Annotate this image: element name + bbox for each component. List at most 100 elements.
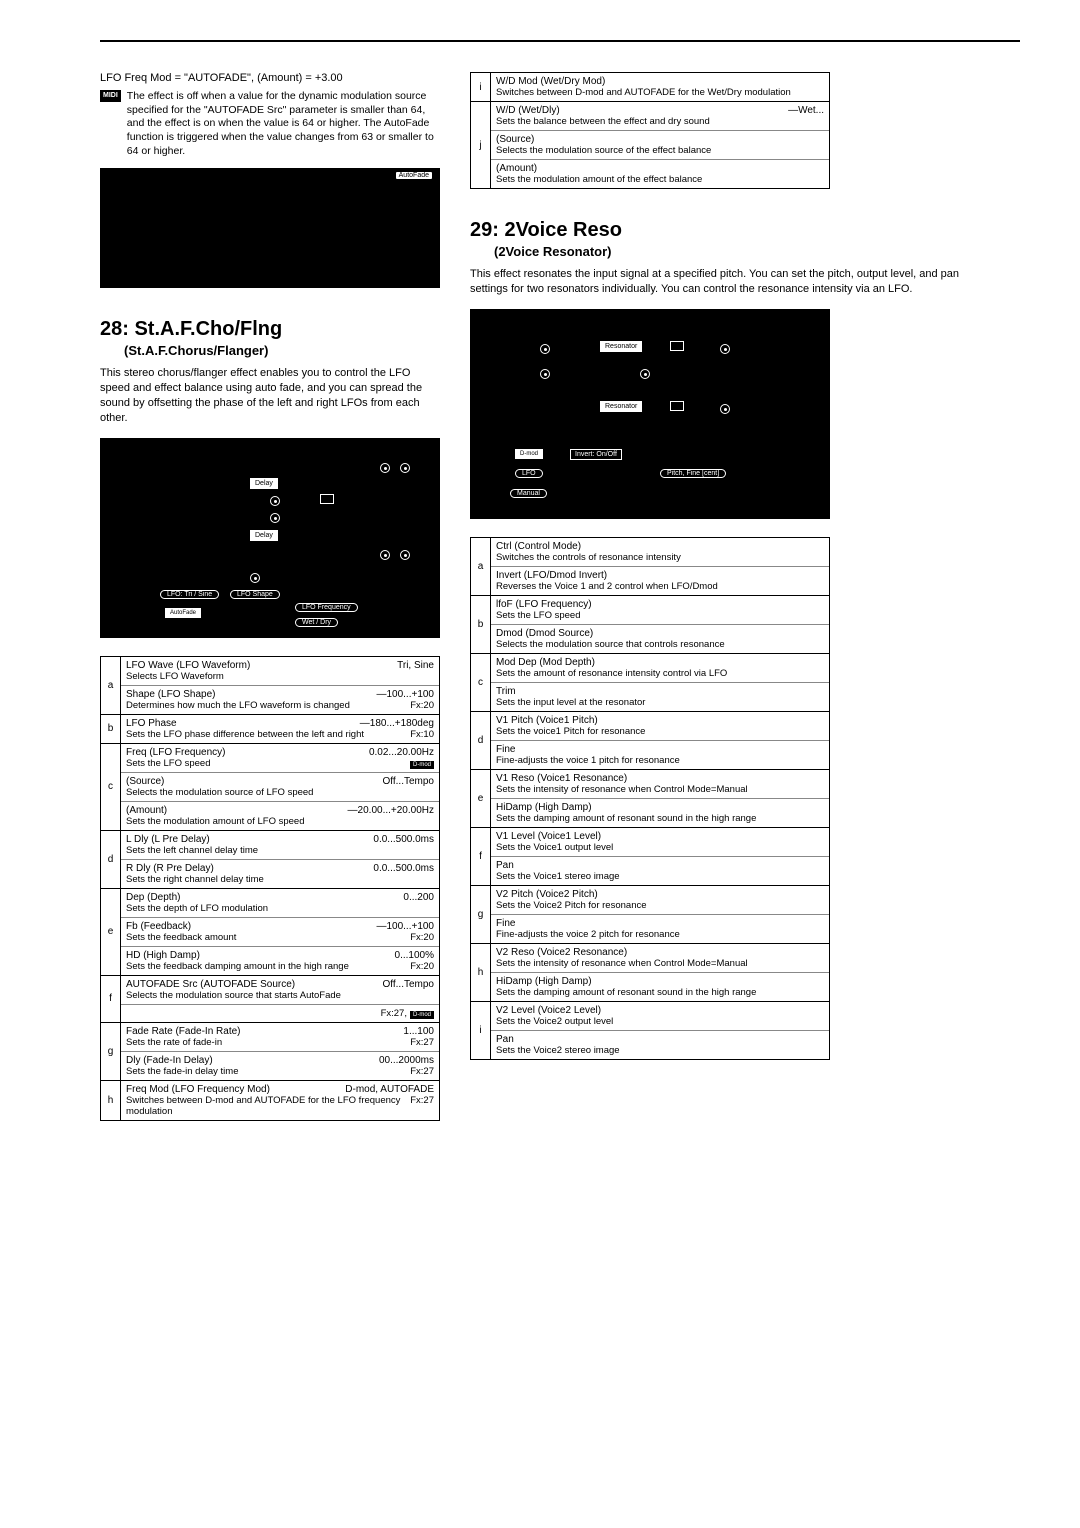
row-letter: a: [471, 537, 491, 595]
param-cell: LFO Phase—180...+180degSets the LFO phas…: [121, 715, 439, 743]
knob-icon: [720, 404, 730, 414]
param-group: V2 Level (Voice2 Level)Sets the Voice2 o…: [491, 1001, 830, 1059]
param-group: Fade Rate (Fade-In Rate)1...100Sets the …: [121, 1022, 440, 1080]
param-cell: V2 Pitch (Voice2 Pitch)Sets the Voice2 P…: [491, 886, 829, 915]
delay-box-2: Delay: [250, 530, 278, 541]
section-29-desc: This effect resonates the input signal a…: [470, 267, 990, 297]
autofade-box: AutoFade: [165, 608, 201, 618]
left-column: LFO Freq Mod = "AUTOFADE", (Amount) = +3…: [100, 72, 440, 1121]
dmod-label: D-mod: [515, 449, 543, 459]
triangle-icon: [320, 494, 334, 504]
lfo-frequency-label: LFO Frequency: [295, 603, 358, 612]
param-cell: Dep (Depth)0...200Sets the depth of LFO …: [121, 889, 439, 918]
param-cell: HiDamp (High Damp)Sets the damping amoun…: [491, 799, 829, 827]
param-group: V1 Reso (Voice1 Resonance)Sets the inten…: [491, 769, 830, 827]
table-29: aCtrl (Control Mode)Switches the control…: [470, 537, 830, 1060]
param-group: Ctrl (Control Mode)Switches the controls…: [491, 537, 830, 595]
param-cell: V1 Reso (Voice1 Resonance)Sets the inten…: [491, 770, 829, 799]
knob-icon: [270, 496, 280, 506]
knob-icon: [640, 369, 650, 379]
lfo-label: LFO: [515, 469, 543, 478]
param-cell: V2 Level (Voice2 Level)Sets the Voice2 o…: [491, 1002, 829, 1031]
param-cell: AUTOFADE Src (AUTOFADE Source)Off...Temp…: [121, 976, 439, 1005]
midi-badge: MIDI: [100, 90, 121, 102]
midi-text: The effect is off when a value for the d…: [127, 90, 440, 158]
right-column: iW/D Mod (Wet/Dry Mod)Switches between D…: [470, 72, 990, 1121]
param-group: V1 Level (Voice1 Level)Sets the Voice1 o…: [491, 827, 830, 885]
wet-dry-label: Wet / Dry: [295, 618, 338, 627]
param-cell: TrimSets the input level at the resonato…: [491, 683, 829, 711]
row-letter: f: [101, 975, 121, 1022]
param-cell: Fb (Feedback)—100...+100Sets the feedbac…: [121, 918, 439, 947]
param-group: Freq Mod (LFO Frequency Mod)D-mod, AUTOF…: [121, 1080, 440, 1120]
param-group: AUTOFADE Src (AUTOFADE Source)Off...Temp…: [121, 975, 440, 1022]
section-29-heading: 29: 2Voice Reso: [470, 219, 990, 242]
autofade-label: AutoFade: [396, 172, 432, 179]
knob-icon: [400, 463, 410, 473]
resonator-box-1: Resonator: [600, 341, 642, 352]
param-group: lfoF (LFO Frequency)Sets the LFO speedDm…: [491, 595, 830, 653]
param-cell: V1 Level (Voice1 Level)Sets the Voice1 o…: [491, 828, 829, 857]
table-top-right: iW/D Mod (Wet/Dry Mod)Switches between D…: [470, 72, 830, 189]
param-cell: Freq Mod (LFO Frequency Mod)D-mod, AUTOF…: [121, 1081, 439, 1120]
param-cell: FineFine-adjusts the voice 1 pitch for r…: [491, 741, 829, 769]
param-cell: HiDamp (High Damp)Sets the damping amoun…: [491, 973, 829, 1001]
row-letter: i: [471, 73, 491, 102]
table-28: aLFO Wave (LFO Waveform)Tri, SineSelects…: [100, 656, 440, 1121]
param-group: Dep (Depth)0...200Sets the depth of LFO …: [121, 888, 440, 975]
knob-icon: [270, 513, 280, 523]
row-letter: g: [101, 1022, 121, 1080]
row-letter: g: [471, 885, 491, 943]
param-cell: Dly (Fade-In Delay)00...2000msSets the f…: [121, 1052, 439, 1080]
lfo-shape-label: LFO Shape: [230, 590, 280, 599]
top-rule: [100, 40, 1020, 42]
row-letter: a: [101, 656, 121, 714]
param-cell: (Source)Off...TempoSelects the modulatio…: [121, 773, 439, 802]
param-group: LFO Phase—180...+180degSets the LFO phas…: [121, 714, 440, 743]
param-group: V1 Pitch (Voice1 Pitch)Sets the voice1 P…: [491, 711, 830, 769]
param-cell: W/D (Wet/Dly)—Wet...Sets the balance bet…: [491, 102, 829, 131]
param-cell: V1 Pitch (Voice1 Pitch)Sets the voice1 P…: [491, 712, 829, 741]
autofade-diagram: AutoFade: [100, 168, 440, 288]
param-cell: Mod Dep (Mod Depth)Sets the amount of re…: [491, 654, 829, 683]
param-cell: LFO Wave (LFO Waveform)Tri, SineSelects …: [121, 657, 439, 686]
param-group: V2 Pitch (Voice2 Pitch)Sets the Voice2 P…: [491, 885, 830, 943]
param-cell: (Amount)Sets the modulation amount of th…: [491, 160, 829, 188]
param-group: L Dly (L Pre Delay)0.0...500.0msSets the…: [121, 830, 440, 888]
row-letter: c: [471, 653, 491, 711]
row-letter: d: [471, 711, 491, 769]
row-letter: h: [471, 943, 491, 1001]
row-letter: f: [471, 827, 491, 885]
param-cell: Fade Rate (Fade-In Rate)1...100Sets the …: [121, 1023, 439, 1052]
param-cell: Fx:27,D-mod: [121, 1005, 439, 1022]
diagram-28: Delay Delay LFO: Tri / Sine LFO Shape Au…: [100, 438, 440, 638]
param-cell: (Source)Selects the modulation source of…: [491, 131, 829, 160]
param-cell: R Dly (R Pre Delay)0.0...500.0msSets the…: [121, 860, 439, 888]
pitch-label: Pitch, Fine [cent]: [660, 469, 726, 478]
formula-text: LFO Freq Mod = "AUTOFADE", (Amount) = +3…: [100, 72, 440, 84]
knob-icon: [380, 550, 390, 560]
section-29-subtitle: (2Voice Resonator): [494, 244, 990, 259]
section-28-desc: This stereo chorus/flanger effect enable…: [100, 366, 440, 425]
row-letter: b: [471, 595, 491, 653]
triangle-icon: [670, 341, 684, 351]
param-cell: PanSets the Voice2 stereo image: [491, 1031, 829, 1059]
row-letter: j: [471, 102, 491, 189]
row-letter: i: [471, 1001, 491, 1059]
param-cell: W/D Mod (Wet/Dry Mod)Switches between D-…: [491, 73, 829, 101]
param-group: W/D (Wet/Dly)—Wet...Sets the balance bet…: [491, 102, 830, 189]
manual-label: Manual: [510, 489, 547, 498]
row-letter: h: [101, 1080, 121, 1120]
delay-box-1: Delay: [250, 478, 278, 489]
section-28-subtitle: (St.A.F.Chorus/Flanger): [124, 343, 440, 358]
param-cell: Dmod (Dmod Source)Selects the modulation…: [491, 625, 829, 653]
param-cell: PanSets the Voice1 stereo image: [491, 857, 829, 885]
resonator-box-2: Resonator: [600, 401, 642, 412]
param-cell: (Amount)—20.00...+20.00HzSets the modula…: [121, 802, 439, 830]
param-group: W/D Mod (Wet/Dry Mod)Switches between D-…: [491, 73, 830, 102]
param-cell: FineFine-adjusts the voice 2 pitch for r…: [491, 915, 829, 943]
param-group: V2 Reso (Voice2 Resonance)Sets the inten…: [491, 943, 830, 1001]
param-cell: Ctrl (Control Mode)Switches the controls…: [491, 538, 829, 567]
row-letter: e: [101, 888, 121, 975]
section-28-heading: 28: St.A.F.Cho/Flng: [100, 318, 440, 341]
